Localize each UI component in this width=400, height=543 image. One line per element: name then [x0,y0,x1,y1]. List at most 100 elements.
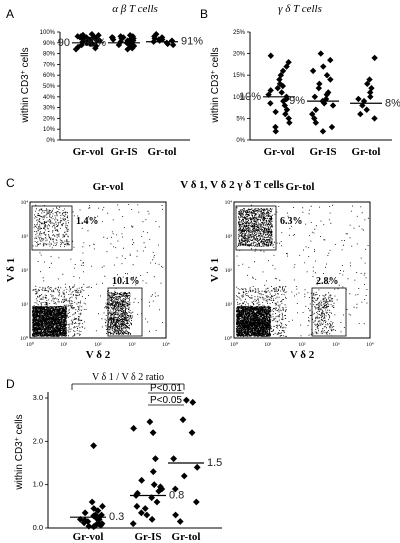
panel-d-y-ticks: 0.0 1.0 2.0 3.0 [33,393,48,532]
data-point [129,520,137,528]
data-point [146,418,154,426]
data-point [283,63,290,70]
flow-y-tick: 10⁴ [21,200,29,206]
data-point [316,80,323,88]
data-point [130,424,138,432]
data-point [317,50,325,57]
data-point [267,100,274,107]
gate-lower [311,287,347,337]
panel-label-a: A [6,7,14,21]
flow-x-tick: 10³ [332,342,340,348]
data-point [158,485,166,493]
flow-y-tick: 10³ [225,234,233,240]
panel-b-title: γ δ T cells [278,3,322,15]
category-label: Gr-tol [172,531,201,543]
panel-label-d: D [6,377,15,391]
annotation-p005: P<0.05 [150,395,182,406]
data-point [90,442,97,450]
median-label: 90% [84,37,106,49]
data-point [367,93,374,100]
panel-b-categories: Gr-vol Gr-IS Gr-tol [264,146,381,158]
data-point [364,80,371,88]
flow-y-tick: 10¹ [21,302,29,308]
y-tick-label: 40% [43,95,56,101]
y-tick-label: 10% [43,127,56,133]
gate-lower-label: 10.1% [112,276,140,287]
flow-y-tick: 10⁴ [225,200,233,206]
y-tick-label: 0.0 [33,523,43,532]
data-point [192,498,200,506]
data-point [279,67,287,75]
flow-x-tick: 10² [298,342,306,348]
data-point [155,487,163,495]
flow-y-tick: 10² [21,268,29,274]
flow-x-tick: 10² [94,342,102,348]
category-label: Gr-IS [134,531,161,543]
data-point [172,511,179,519]
data-point [153,498,161,506]
data-point [277,72,285,79]
flow-frame [29,201,167,339]
panel-a-categories: Gr-vol Gr-IS Gr-tol [73,146,177,158]
flow-ylabel: V δ 1 [5,258,17,282]
y-tick-label: 60% [43,73,56,79]
data-point [320,63,327,70]
data-point [72,46,80,53]
data-point [323,72,331,79]
panel-d-ylabel: within CD3+ cells [14,414,26,490]
data-point [285,59,292,66]
panel-a-ylabel: within CD3+ cells [20,47,32,123]
data-point [182,396,190,404]
data-point [279,82,287,90]
category-label: Gr-IS [110,146,137,158]
data-point [133,502,141,510]
data-point [92,45,99,52]
y-tick-label: 100% [40,30,56,36]
data-point [366,76,373,83]
median-label: 10% [239,91,261,103]
category-label: Gr-tol [352,146,381,158]
data-point [312,119,320,126]
data-point [180,472,188,480]
data-point [171,485,179,493]
panel-label-c: C [6,176,15,190]
data-point [153,30,160,38]
flow-ylabel: V δ 1 [209,258,221,282]
flow-xlabel: V δ 2 [86,349,111,361]
data-point [81,509,89,517]
panel-d: V δ 1 / V δ 2 ratio within CD3+ cells 0.… [14,372,223,543]
median-label: 0.3 [109,511,124,523]
panel-a-title: α β T cells [112,3,158,15]
data-point [189,398,197,406]
data-point [327,76,334,83]
data-point [285,115,292,122]
y-tick-label: 0% [46,138,55,144]
data-point [88,498,96,506]
category-label: Gr-IS [309,146,336,158]
gate-upper [235,205,277,251]
flow-y-tick: 10¹ [225,302,233,308]
data-point [315,84,323,92]
y-tick-label: 20% [233,52,246,58]
data-point [371,115,378,122]
panel-a: α β T cells within CD3+ cells 0% 10% 20% 30… [20,3,204,158]
flow-left-name: Gr-vol [93,181,124,193]
data-point [129,45,136,52]
flow-x-tick: 10⁴ [162,342,170,348]
y-tick-label: 3.0 [33,393,43,402]
data-point [276,76,283,83]
data-point [327,56,334,64]
panel-b-ylabel: within CD3+ cells [210,47,222,123]
data-point [127,36,134,43]
median-label: 8% [385,97,400,109]
data-point [90,523,98,531]
category-label: Gr-vol [73,531,104,543]
data-point [85,522,93,530]
data-point [141,505,149,512]
gate-lower [107,287,143,337]
median-label: 9% [289,95,305,107]
data-point [311,93,319,100]
gate-upper [31,205,73,251]
